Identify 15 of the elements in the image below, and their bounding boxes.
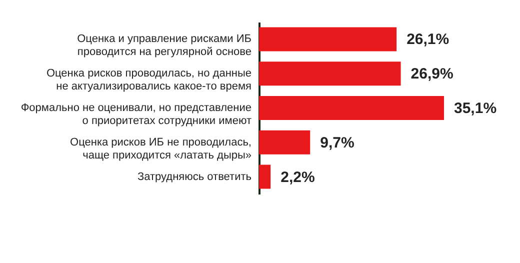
- data-label: 2,2%: [280, 168, 315, 186]
- y-tick-label: Оценка рисков проводилась, но данные не актуализировались какое-то время: [46, 68, 252, 93]
- data-label: 9,7%: [320, 134, 354, 152]
- y-tick-label: Оценка и управление рисками ИБ проводится на регулярной основе: [77, 33, 252, 58]
- bar: [259, 62, 401, 86]
- bar: [259, 27, 397, 52]
- data-label: 26,9%: [410, 66, 454, 83]
- bar: [259, 96, 444, 120]
- y-tick-label: Затрудняюсь ответить: [137, 170, 252, 183]
- data-label: 26,1%: [406, 31, 450, 48]
- data-label: 35,1%: [454, 100, 497, 117]
- y-tick-label: Оценка рисков ИБ не проводилась, чаще приходится «латать дыры»: [70, 136, 252, 162]
- bar: [259, 164, 271, 189]
- y-tick-label: Формально не оценивали, но представление о приоритетах сотрудники имеют: [20, 102, 252, 127]
- bar: [259, 130, 310, 154]
